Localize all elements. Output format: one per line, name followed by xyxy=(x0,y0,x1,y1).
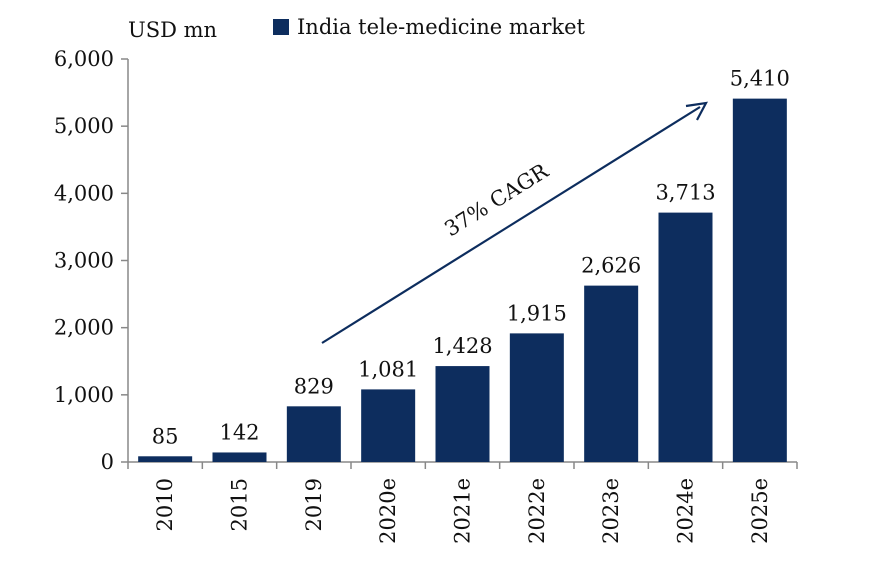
bar-value-label: 829 xyxy=(294,374,334,398)
y-tick-label: 4,000 xyxy=(54,181,114,205)
bar xyxy=(138,456,193,462)
x-tick-label: 2023e xyxy=(599,478,623,544)
cagr-arrow-line xyxy=(321,106,701,344)
y-tick-label: 0 xyxy=(101,450,114,474)
y-tick-label: 3,000 xyxy=(54,249,114,273)
cagr-label: 37% CAGR xyxy=(440,158,553,241)
x-tick-label: 2021e xyxy=(451,478,475,544)
x-tick-label: 2022e xyxy=(525,478,549,544)
bar xyxy=(286,406,341,462)
y-axis: 0 1,000 2,000 3,000 4,000 5,000 6,000 xyxy=(54,47,129,474)
bar xyxy=(212,452,267,462)
x-axis: 2010 2015 2019 2020e 2021e 2022e 2023e 2024e 202… xyxy=(127,461,798,544)
bar xyxy=(584,285,639,462)
cagr-arrow-head xyxy=(685,101,708,121)
bar xyxy=(732,98,787,463)
bar-value-label: 1,081 xyxy=(358,357,418,381)
bar-value-label: 85 xyxy=(152,424,179,448)
x-tick-label: 2025e xyxy=(748,478,772,544)
x-tick-label: 2015 xyxy=(228,478,252,531)
legend-swatch xyxy=(273,19,289,35)
y-tick-label: 5,000 xyxy=(54,114,114,138)
x-tick-label: 2020e xyxy=(376,478,400,544)
legend-label: India tele-medicine market xyxy=(297,15,585,39)
bar xyxy=(361,389,416,462)
y-tick-label: 1,000 xyxy=(54,383,114,407)
x-tick-label: 2019 xyxy=(302,478,326,531)
value-labels: 85 142 829 1,081 1,428 1,915 2,626 3,713 5,410 xyxy=(152,67,790,449)
bar xyxy=(658,212,713,462)
y-unit-label: USD mn xyxy=(128,18,218,42)
bar-value-label: 1,428 xyxy=(432,334,492,358)
legend: India tele-medicine market xyxy=(273,15,585,39)
x-tick-label: 2010 xyxy=(153,478,177,531)
x-tick-label: 2024e xyxy=(674,478,698,544)
bar xyxy=(435,366,490,462)
bar-value-label: 5,410 xyxy=(730,67,790,91)
y-tick-label: 2,000 xyxy=(54,316,114,340)
bar-value-label: 1,915 xyxy=(507,301,567,325)
bars xyxy=(138,98,787,463)
bar-value-label: 2,626 xyxy=(581,254,641,278)
bar xyxy=(509,333,564,462)
bar-value-label: 3,713 xyxy=(655,181,715,205)
bar-value-label: 142 xyxy=(219,420,259,444)
y-tick-label: 6,000 xyxy=(54,47,114,71)
